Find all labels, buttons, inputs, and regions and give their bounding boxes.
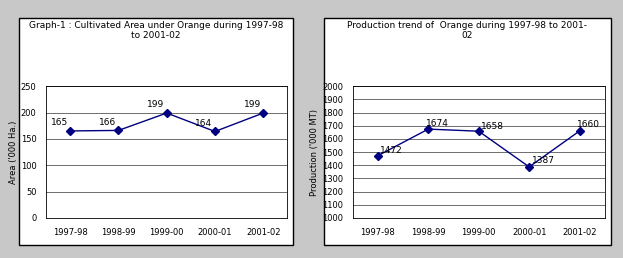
- Text: Graph-1 : Cultivated Area under Orange during 1997-98
to 2001-02: Graph-1 : Cultivated Area under Orange d…: [29, 21, 283, 40]
- Text: 166: 166: [99, 118, 116, 127]
- Text: 1472: 1472: [381, 146, 403, 155]
- Text: 164: 164: [196, 119, 212, 128]
- Text: 1387: 1387: [531, 156, 554, 165]
- Text: Production trend of  Orange during 1997-98 to 2001-
02: Production trend of Orange during 1997-9…: [347, 21, 587, 40]
- Text: 165: 165: [50, 118, 68, 127]
- Y-axis label: Area ('000 Ha.): Area ('000 Ha.): [9, 120, 18, 184]
- Text: 1660: 1660: [577, 120, 600, 129]
- Text: 1674: 1674: [426, 118, 449, 127]
- Text: 1658: 1658: [481, 122, 504, 131]
- Y-axis label: Production ('000 MT): Production ('000 MT): [310, 109, 319, 196]
- Text: 199: 199: [147, 100, 164, 109]
- Text: 199: 199: [244, 100, 261, 109]
